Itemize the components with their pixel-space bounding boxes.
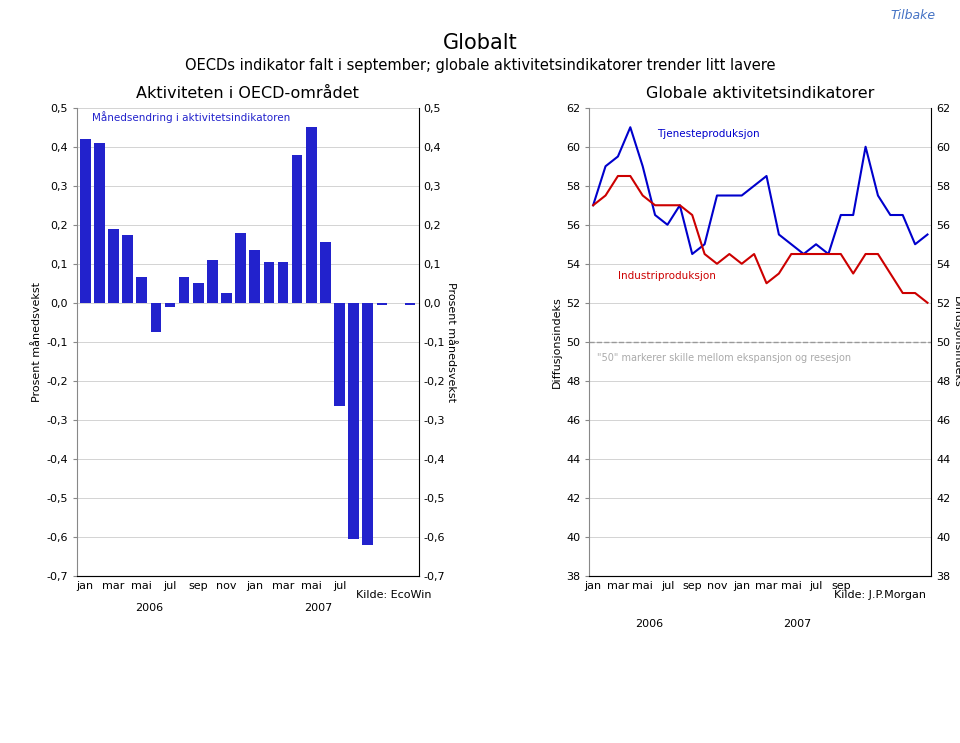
- Bar: [94, 143, 105, 303]
- Bar: [348, 303, 359, 539]
- Bar: [363, 303, 373, 545]
- Text: "50" markerer skille mellom ekspansjon og resesjon: "50" markerer skille mellom ekspansjon o…: [597, 353, 851, 363]
- Text: OECDs indikator falt i september; globale aktivitetsindikatorer trender litt lav: OECDs indikator falt i september; global…: [184, 58, 776, 73]
- Title: Globale aktivitetsindikatorer: Globale aktivitetsindikatorer: [646, 86, 875, 101]
- Y-axis label: Prosent månedsvekst: Prosent månedsvekst: [446, 282, 456, 402]
- Bar: [193, 283, 204, 303]
- Text: Tilbake: Tilbake: [891, 9, 936, 22]
- Bar: [320, 242, 330, 303]
- Text: Kilde: EcoWin: Kilde: EcoWin: [356, 590, 432, 600]
- Bar: [405, 303, 416, 305]
- Text: 2007: 2007: [304, 603, 332, 613]
- Text: Månedsendring i aktivitetsindikatoren: Månedsendring i aktivitetsindikatoren: [92, 111, 291, 123]
- Text: 2006: 2006: [635, 618, 663, 629]
- Text: Tjenesteproduksjon: Tjenesteproduksjon: [658, 129, 760, 139]
- Bar: [165, 303, 176, 307]
- Bar: [334, 303, 345, 406]
- Bar: [207, 260, 218, 303]
- Bar: [306, 127, 317, 303]
- Y-axis label: Diffusjonsindeks: Diffusjonsindeks: [951, 296, 960, 388]
- Bar: [122, 235, 132, 303]
- Y-axis label: Diffusjonsindeks: Diffusjonsindeks: [552, 296, 562, 388]
- Text: 2007: 2007: [783, 618, 811, 629]
- Text: Det er forskjell på fond: Det er forskjell på fond: [114, 684, 331, 703]
- Title: Aktiviteten i OECD-området: Aktiviteten i OECD-området: [136, 86, 359, 101]
- Text: Industriproduksjon: Industriproduksjon: [618, 271, 716, 282]
- Bar: [250, 250, 260, 303]
- Bar: [80, 139, 90, 303]
- Y-axis label: Prosent månedsvekst: Prosent månedsvekst: [32, 282, 42, 402]
- Bar: [264, 262, 275, 303]
- Bar: [292, 155, 302, 303]
- Bar: [376, 303, 387, 305]
- Text: Globalt: Globalt: [443, 33, 517, 53]
- Text: Kilde: J.P.Morgan: Kilde: J.P.Morgan: [834, 590, 926, 600]
- Bar: [151, 303, 161, 332]
- Bar: [179, 277, 189, 303]
- Bar: [235, 233, 246, 303]
- Bar: [221, 293, 231, 303]
- Text: 2006: 2006: [134, 603, 163, 613]
- Bar: [136, 277, 147, 303]
- Bar: [108, 229, 119, 303]
- Bar: [277, 262, 288, 303]
